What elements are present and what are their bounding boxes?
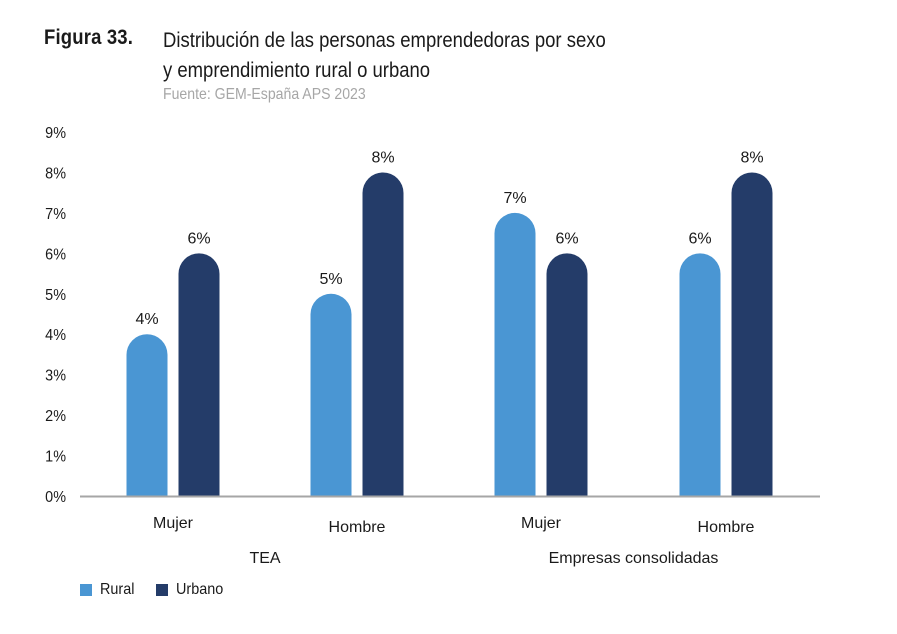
legend-item-urbano: Urbano xyxy=(156,581,228,599)
legend-item-rural: Rural xyxy=(80,581,138,599)
y-tick-label: 8% xyxy=(45,165,66,183)
data-label: 6% xyxy=(688,230,711,247)
data-label: 8% xyxy=(740,149,763,166)
bar-rural xyxy=(126,334,168,496)
bar-rural xyxy=(310,293,352,496)
y-tick-label: 5% xyxy=(45,286,66,304)
bar-urbano xyxy=(731,172,773,496)
bar-rural xyxy=(494,212,536,497)
data-label: 6% xyxy=(555,230,578,247)
data-label: 8% xyxy=(371,149,394,166)
y-axis-ticks: 0% 1% 2% 3% 4% 5% 6% 7% 8% 9% xyxy=(45,124,66,506)
category-label: Mujer xyxy=(521,515,562,532)
bar-urbano xyxy=(362,172,404,496)
data-label: 6% xyxy=(187,230,210,247)
legend-swatch-rural xyxy=(80,584,92,596)
y-tick-label: 9% xyxy=(45,124,66,142)
group-label: Empresas consolidadas xyxy=(549,550,719,567)
figure-source: Fuente: GEM-España APS 2023 xyxy=(163,86,366,103)
bar-urbano xyxy=(546,253,588,496)
figure-title-line-2: y emprendimiento rural o urbano xyxy=(163,59,431,82)
data-label: 5% xyxy=(319,271,342,288)
figure-title-line-1: Distribución de las personas emprendedor… xyxy=(163,29,606,52)
group-label: TEA xyxy=(249,550,280,567)
y-tick-label: 7% xyxy=(45,205,66,223)
y-tick-label: 6% xyxy=(45,246,66,264)
y-tick-label: 3% xyxy=(45,367,66,385)
y-tick-label: 2% xyxy=(45,407,66,425)
group-labels: TEA Empresas consolidadas xyxy=(249,550,718,567)
legend-label-urbano: Urbano xyxy=(176,581,224,598)
y-tick-label: 0% xyxy=(45,488,66,506)
category-label: Hombre xyxy=(698,519,755,536)
y-tick-label: 1% xyxy=(45,448,66,466)
figure-title: Distribución de las personas emprendedor… xyxy=(163,26,606,86)
bar-urbano xyxy=(178,253,220,496)
bar-rural xyxy=(679,253,721,496)
category-label: Mujer xyxy=(153,515,194,532)
data-label: 4% xyxy=(135,311,158,328)
figure-number: Figura 33. xyxy=(44,26,134,49)
bars xyxy=(126,172,773,497)
legend-swatch-urbano xyxy=(156,584,169,596)
y-tick-label: 4% xyxy=(45,327,66,345)
data-labels: 4% 6% 5% 8% 7% 6% 6% 8% xyxy=(135,149,763,328)
data-label: 7% xyxy=(503,190,526,207)
category-label: Hombre xyxy=(329,519,386,536)
legend: Rural Urbano xyxy=(80,581,239,599)
legend-label-rural: Rural xyxy=(100,581,135,598)
category-labels: Mujer Hombre Mujer Hombre xyxy=(153,515,755,536)
